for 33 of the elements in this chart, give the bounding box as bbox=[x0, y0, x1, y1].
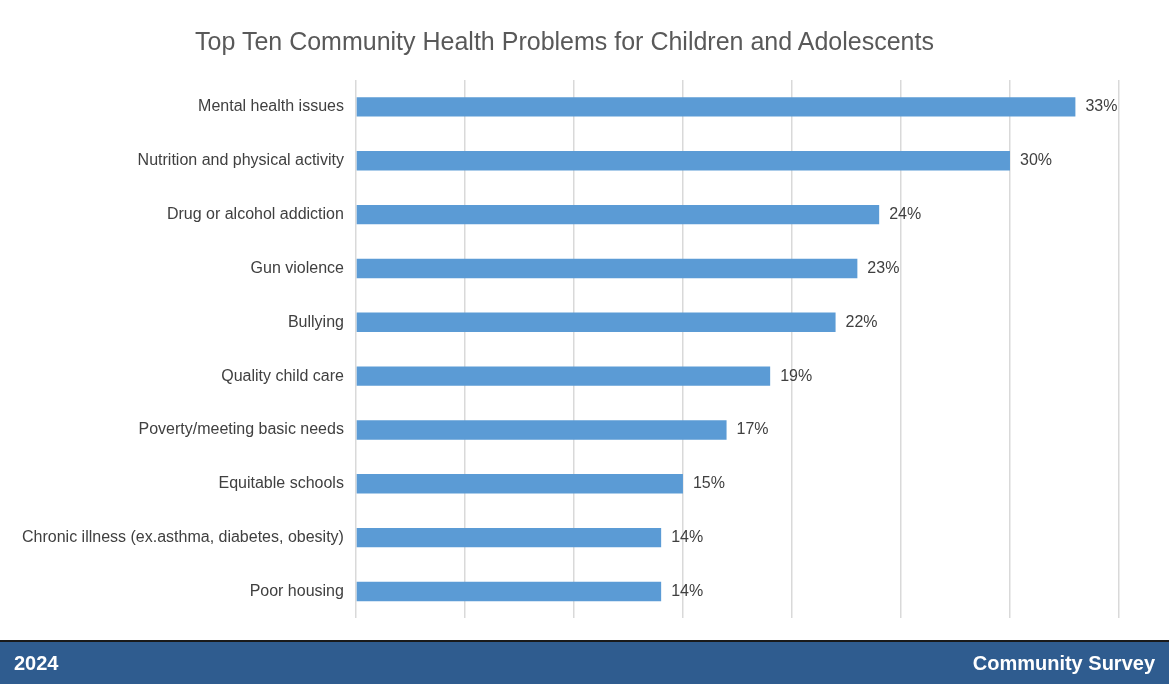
text: 2024 bbox=[14, 651, 59, 675]
bar bbox=[356, 366, 771, 386]
y-tick-label: Drug or alcohol addiction bbox=[166, 205, 344, 223]
y-tick-label: Bullying bbox=[287, 312, 344, 330]
y-tick-label: Gun violence bbox=[250, 258, 345, 276]
bar bbox=[356, 97, 1076, 117]
data-label: 14% bbox=[671, 528, 704, 546]
bar bbox=[356, 151, 1010, 171]
data-label: 14% bbox=[671, 581, 704, 599]
bar bbox=[356, 258, 858, 279]
y-tick-label: Mental health issues bbox=[198, 97, 344, 115]
y-tick-label: Chronic illness (ex.asthma, diabetes, obesity) bbox=[22, 528, 344, 546]
data-label: 23% bbox=[867, 258, 900, 276]
y-tick-label: Nutrition and physical activity bbox=[137, 151, 344, 169]
data-label: 15% bbox=[692, 474, 725, 492]
chart-title: Top Ten Community Health Problems for Children and Adolescents bbox=[195, 26, 934, 55]
data-label: 24% bbox=[889, 205, 922, 223]
data-label: 30% bbox=[1019, 151, 1053, 169]
data-label: 22% bbox=[845, 312, 878, 330]
y-tick-label: Quality child care bbox=[221, 366, 345, 384]
y-tick-label: Poverty/meeting basic needs bbox=[138, 420, 344, 438]
bar bbox=[356, 527, 662, 548]
bar bbox=[356, 312, 836, 332]
bar bbox=[356, 420, 727, 440]
y-tick-label: Poor housing bbox=[249, 581, 344, 599]
data-label: 33% bbox=[1085, 97, 1118, 115]
data-label: 17% bbox=[736, 420, 769, 438]
bar bbox=[356, 474, 683, 494]
y-tick-label: Equitable schools bbox=[218, 474, 344, 492]
bar bbox=[356, 581, 662, 602]
text: Community Survey bbox=[972, 651, 1155, 675]
data-label: 19% bbox=[780, 366, 813, 384]
bar bbox=[356, 204, 880, 225]
